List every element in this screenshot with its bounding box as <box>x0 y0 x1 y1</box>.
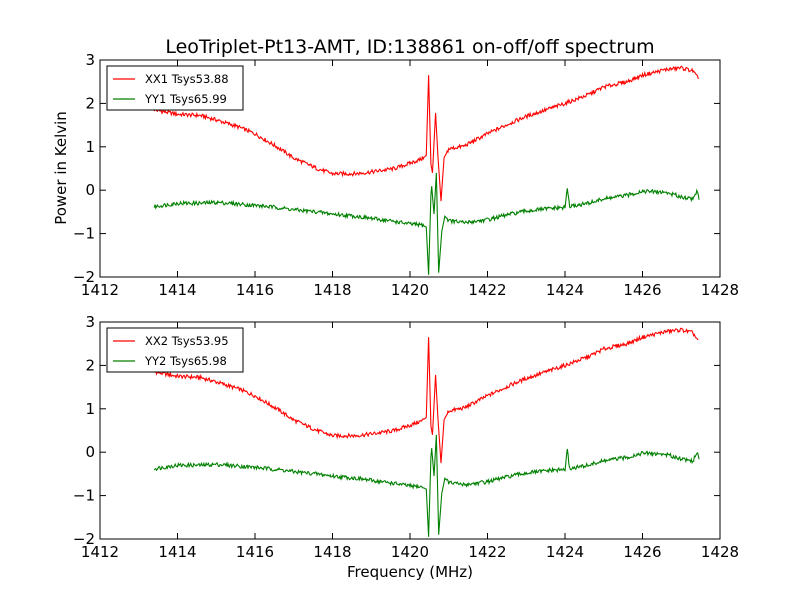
y-tick-label: −2 <box>73 530 95 548</box>
chart-title: LeoTriplet-Pt13-AMT, ID:138861 on-off/of… <box>165 36 654 58</box>
plot-panels: 1412 1414 1416 1418 1420 1422 1424 1426 1428 −2 −1… <box>73 51 739 561</box>
y-axis-label: Power in Kelvin <box>52 111 70 225</box>
y-tick-label: −1 <box>73 487 95 505</box>
y-tick-label: 3 <box>85 313 95 331</box>
legend-label: XX1 Tsys53.88 <box>145 72 229 86</box>
y-tick-label: 2 <box>85 356 95 374</box>
plot-panel-2: 1412 1414 1416 1418 1420 1422 1424 1426 1428 −2 −1… <box>73 313 739 561</box>
y-tick-label: −1 <box>73 225 95 243</box>
x-tick-label: 1416 <box>236 543 274 561</box>
x-tick-label: 1420 <box>391 281 429 299</box>
x-tick-label: 1428 <box>701 543 739 561</box>
y-tick-label: 1 <box>85 400 95 418</box>
x-tick-label: 1420 <box>391 543 429 561</box>
legend-box <box>106 327 244 373</box>
legend-box <box>106 65 244 111</box>
plot-panel-1: 1412 1414 1416 1418 1420 1422 1424 1426 1428 −2 −1… <box>73 51 739 299</box>
legend-label: XX2 Tsys53.95 <box>145 334 229 348</box>
series-line-2 <box>153 172 700 275</box>
x-axis-label: Frequency (MHz) <box>347 563 473 581</box>
x-tick-label: 1426 <box>623 543 661 561</box>
y-tick-label: 0 <box>85 443 95 461</box>
x-tick-label: 1418 <box>313 281 351 299</box>
y-tick-label: 3 <box>85 51 95 69</box>
x-tick-label: 1416 <box>236 281 274 299</box>
series-line-2 <box>153 434 700 537</box>
x-tick-label: 1422 <box>468 543 506 561</box>
x-tick-label: 1428 <box>701 281 739 299</box>
legend-label: YY2 Tsys65.98 <box>144 354 227 368</box>
y-tick-label: −2 <box>73 268 95 286</box>
x-tick-label: 1426 <box>623 281 661 299</box>
y-tick-label: 2 <box>85 94 95 112</box>
x-tick-label: 1418 <box>313 543 351 561</box>
x-tick-label: 1414 <box>158 543 196 561</box>
x-tick-label: 1422 <box>468 281 506 299</box>
x-tick-label: 1412 <box>81 281 119 299</box>
x-tick-label: 1424 <box>546 543 584 561</box>
x-tick-label: 1414 <box>158 281 196 299</box>
series-line-1 <box>154 327 699 464</box>
series-line-1 <box>153 65 699 202</box>
x-tick-label: 1424 <box>546 281 584 299</box>
x-tick-label: 1412 <box>81 543 119 561</box>
legend-label: YY1 Tsys65.99 <box>144 92 227 106</box>
y-tick-label: 0 <box>85 181 95 199</box>
y-tick-label: 1 <box>85 138 95 156</box>
